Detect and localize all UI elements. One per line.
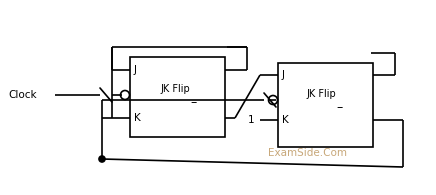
Text: J: J	[282, 70, 285, 80]
Circle shape	[269, 96, 277, 105]
Text: JK Flip: JK Flip	[306, 89, 336, 99]
Bar	[278, 63, 373, 147]
Text: J: J	[134, 65, 137, 75]
Text: JK Flip: JK Flip	[160, 84, 190, 94]
Text: K: K	[134, 113, 141, 123]
Circle shape	[120, 90, 129, 99]
Text: 1: 1	[248, 115, 255, 125]
Text: –: –	[190, 97, 196, 110]
Text: ExamSide.Com: ExamSide.Com	[268, 148, 347, 158]
Text: Clock: Clock	[8, 90, 37, 100]
Text: K: K	[282, 115, 289, 125]
Circle shape	[99, 156, 105, 162]
Bar	[130, 57, 225, 137]
Text: –: –	[336, 102, 342, 114]
